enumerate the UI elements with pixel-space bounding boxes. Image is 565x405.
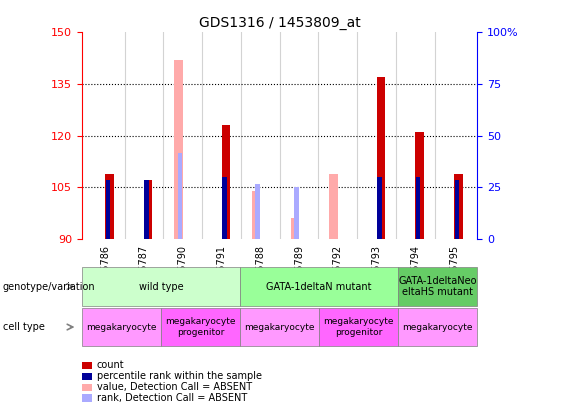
Bar [174,60,182,239]
Text: megakaryocyte: megakaryocyte [403,322,473,332]
Text: GATA-1deltaNeo
eltaHS mutant: GATA-1deltaNeo eltaHS mutant [399,276,477,297]
Bar [106,181,110,239]
Text: megakaryocyte: megakaryocyte [245,322,315,332]
Bar [415,132,424,239]
Text: genotype/variation: genotype/variation [3,281,95,292]
Text: wild type: wild type [139,281,183,292]
Bar [252,191,260,239]
Bar [105,174,114,239]
Bar [255,184,260,239]
Text: megakaryocyte: megakaryocyte [86,322,157,332]
Text: GATA-1deltaN mutant: GATA-1deltaN mutant [267,281,372,292]
Title: GDS1316 / 1453809_at: GDS1316 / 1453809_at [199,16,360,30]
Bar [416,177,420,239]
Text: megakaryocyte
progenitor: megakaryocyte progenitor [166,318,236,337]
Bar [290,218,299,239]
Bar [294,188,299,239]
Text: rank, Detection Call = ABSENT: rank, Detection Call = ABSENT [97,393,247,403]
Bar [144,181,153,239]
Bar [178,153,182,239]
Text: megakaryocyte
progenitor: megakaryocyte progenitor [324,318,394,337]
Bar [377,177,381,239]
Bar [144,181,149,239]
Text: percentile rank within the sample: percentile rank within the sample [97,371,262,381]
Bar [221,126,230,239]
Bar [377,77,385,239]
Bar [455,181,459,239]
Text: count: count [97,360,124,370]
Bar [329,174,338,239]
Bar [454,174,463,239]
Bar [222,177,227,239]
Text: cell type: cell type [3,322,45,332]
Text: value, Detection Call = ABSENT: value, Detection Call = ABSENT [97,382,252,392]
